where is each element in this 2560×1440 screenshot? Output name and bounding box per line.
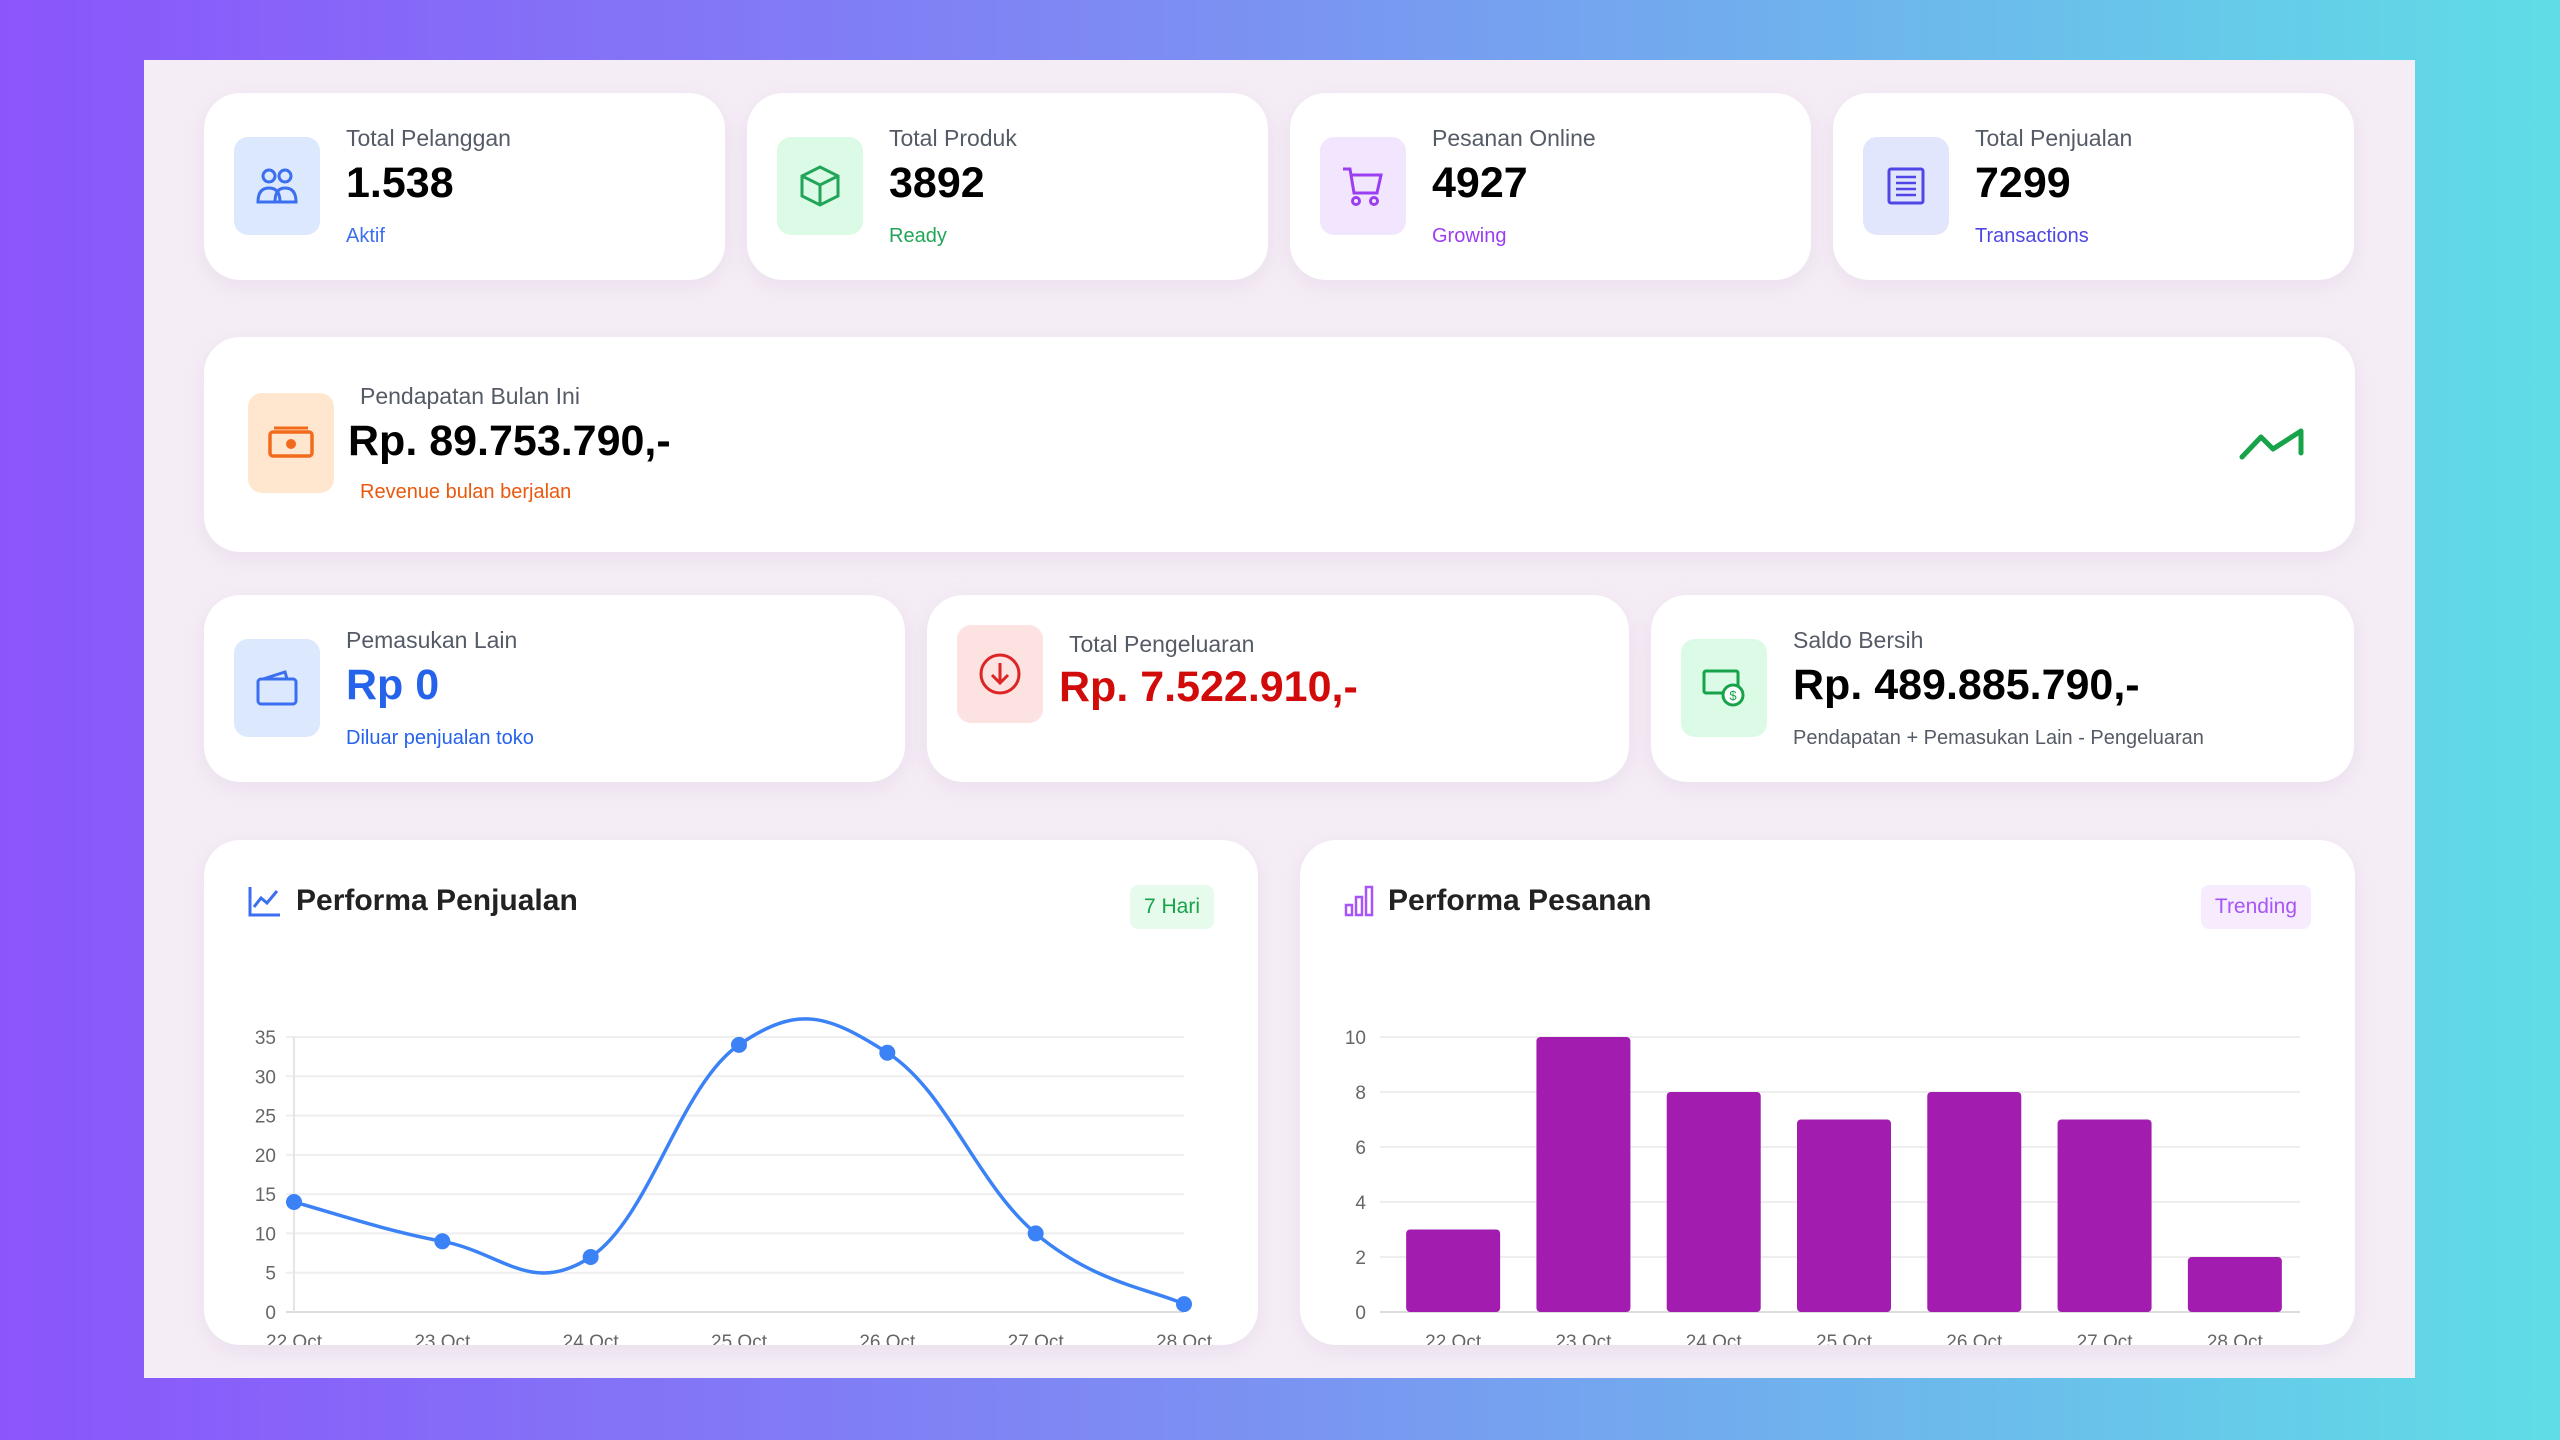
- net-balance-card: $ Saldo Bersih Rp. 489.885.790,- Pendapa…: [1651, 595, 2354, 782]
- net-balance-value: Rp. 489.885.790,-: [1793, 661, 2140, 709]
- y-tick-label: 15: [255, 1185, 276, 1206]
- stat-value: 4927: [1432, 159, 1528, 207]
- y-tick-label: 4: [1355, 1193, 1366, 1214]
- x-tick-label: 28 Oct: [1156, 1332, 1213, 1345]
- stat-label: Pesanan Online: [1432, 125, 1596, 151]
- x-tick-label: 25 Oct: [1816, 1332, 1873, 1345]
- x-tick-label: 24 Oct: [1686, 1332, 1743, 1345]
- x-tick-label: 23 Oct: [414, 1332, 471, 1345]
- revenue-sub: Revenue bulan berjalan: [360, 481, 572, 503]
- period-badge: 7 Hari: [1129, 885, 1214, 929]
- x-tick-label: 22 Oct: [266, 1332, 323, 1345]
- users-icon: [234, 137, 320, 235]
- data-point: [731, 1036, 747, 1053]
- stat-label: Total Penjualan: [1975, 125, 2133, 151]
- stat-card: Total Pelanggan 1.538 Aktif: [204, 93, 725, 280]
- stat-card: Total Penjualan 7299 Transactions: [1833, 93, 2354, 280]
- stat-sub: Growing: [1432, 225, 1507, 247]
- bar: [1536, 1037, 1631, 1312]
- y-tick-label: 8: [1355, 1083, 1366, 1104]
- line-chart-icon: [248, 887, 280, 917]
- receipt-icon: [1863, 137, 1949, 235]
- x-tick-label: 27 Oct: [2077, 1332, 2134, 1345]
- x-tick-label: 27 Oct: [1008, 1332, 1065, 1345]
- bar: [2187, 1257, 2282, 1312]
- bar: [1406, 1229, 1501, 1312]
- trending-badge: Trending: [2200, 885, 2311, 929]
- y-tick-label: 6: [1355, 1138, 1366, 1159]
- stat-value: 7299: [1975, 159, 2071, 207]
- stat-sub: Ready: [889, 225, 947, 247]
- x-tick-label: 26 Oct: [859, 1332, 916, 1345]
- svg-text:$: $: [1729, 688, 1737, 703]
- stat-card: Total Produk 3892 Ready: [747, 93, 1268, 280]
- orders-chart-title: Performa Pesanan: [1388, 884, 1652, 917]
- data-point: [1176, 1296, 1192, 1313]
- y-tick-label: 25: [255, 1107, 276, 1128]
- sales-chart-card: Performa Penjualan 7 Hari 0 5 10 15 20 25 30 35…: [204, 840, 1258, 1345]
- sales-line: [293, 1017, 1185, 1306]
- cash-icon: $: [1681, 639, 1767, 737]
- trend-up-icon: [2239, 428, 2304, 460]
- y-tick-label: 10: [1345, 1028, 1366, 1049]
- data-point: [286, 1194, 302, 1210]
- y-tick-label: 35: [255, 1028, 276, 1049]
- arrow-down-circle-icon: [957, 625, 1043, 723]
- sales-chart-title: Performa Penjualan: [296, 884, 578, 917]
- stat-label: Total Produk: [889, 125, 1017, 151]
- x-tick-label: 28 Oct: [2207, 1332, 2264, 1345]
- x-tick-label: 26 Oct: [1946, 1332, 2003, 1345]
- sales-line-chart: 0 5 10 15 20 25 30 35 22 Oct 23 Oct 24 Oct 25 Oct 26…: [255, 1017, 1213, 1345]
- x-tick-label: 22 Oct: [1425, 1332, 1482, 1345]
- x-tick-label: 23 Oct: [1555, 1332, 1612, 1345]
- dashboard-panel: Total Pelanggan 1.538 Aktif Total Produk…: [144, 60, 2415, 1378]
- revenue-label: Pendapatan Bulan Ini: [360, 383, 580, 409]
- other-income-label: Pemasukan Lain: [346, 627, 518, 653]
- stat-label: Total Pelanggan: [346, 125, 511, 151]
- stat-sub: Transactions: [1975, 225, 2089, 247]
- revenue-card: Pendapatan Bulan Ini Rp. 89.753.790,- Re…: [204, 337, 2355, 552]
- expense-card: Total Pengeluaran Rp. 7.522.910,-: [927, 595, 1629, 782]
- net-balance-label: Saldo Bersih: [1793, 627, 1924, 653]
- y-tick-label: 10: [255, 1224, 276, 1245]
- y-tick-label: 5: [265, 1264, 276, 1285]
- data-point: [1027, 1225, 1044, 1242]
- wallet-icon: [234, 639, 320, 737]
- x-tick-label: 25 Oct: [711, 1332, 768, 1345]
- data-point: [879, 1044, 896, 1061]
- bar: [1927, 1092, 2022, 1312]
- expense-value: Rp. 7.522.910,-: [1059, 663, 1358, 711]
- stat-value: 3892: [889, 159, 985, 207]
- other-income-card: Pemasukan Lain Rp 0 Diluar penjualan tok…: [204, 595, 905, 782]
- money-icon: [248, 393, 334, 493]
- other-income-sub: Diluar penjualan toko: [346, 727, 534, 749]
- y-tick-label: 0: [265, 1303, 276, 1324]
- cart-icon: [1320, 137, 1406, 235]
- expense-label: Total Pengeluaran: [1069, 631, 1255, 657]
- box-icon: [777, 137, 863, 235]
- net-balance-sub: Pendapatan + Pemasukan Lain - Pengeluara…: [1793, 727, 2204, 749]
- bar: [1797, 1119, 1891, 1312]
- y-tick-label: 20: [255, 1146, 276, 1167]
- stat-sub: Aktif: [346, 225, 385, 247]
- bar-chart-icon: [1344, 885, 1374, 917]
- x-tick-label: 24 Oct: [563, 1332, 620, 1345]
- orders-chart-card: Performa Pesanan Trending 0 2 4 6 8 10 22 Oct 2…: [1300, 840, 2355, 1345]
- stat-card: Pesanan Online 4927 Growing: [1290, 93, 1811, 280]
- y-tick-label: 30: [255, 1067, 276, 1088]
- bar: [2057, 1119, 2152, 1312]
- orders-bar-chart: 0 2 4 6 8 10 22 Oct 23 Oct 24 Oct 25 Oct 26 Oct 27 …: [1345, 1028, 2300, 1345]
- data-point: [582, 1249, 599, 1265]
- y-tick-label: 0: [1355, 1303, 1366, 1324]
- y-tick-label: 2: [1355, 1248, 1366, 1269]
- bar: [1666, 1092, 1761, 1312]
- stat-value: 1.538: [346, 159, 454, 207]
- revenue-value: Rp. 89.753.790,-: [348, 417, 671, 465]
- data-point: [434, 1233, 451, 1250]
- other-income-value: Rp 0: [346, 661, 440, 709]
